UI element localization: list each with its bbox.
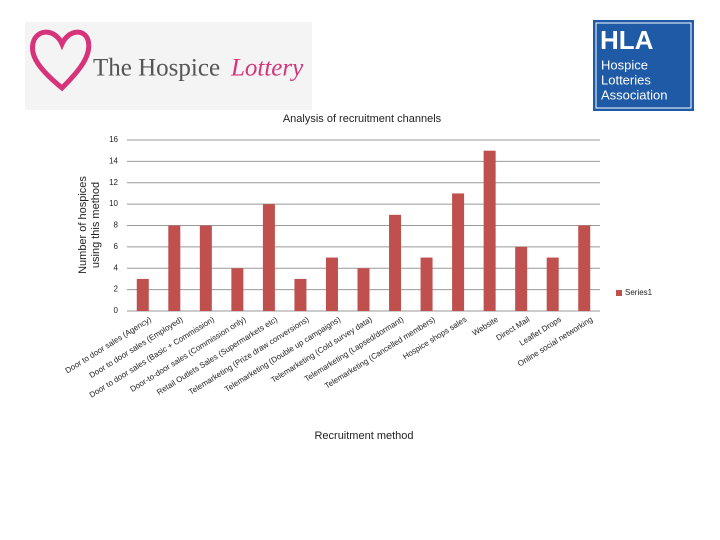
bar — [357, 268, 370, 311]
bar — [199, 225, 212, 311]
bar — [136, 278, 149, 311]
bar — [325, 257, 338, 311]
x-axis-label: Recruitment method — [314, 430, 413, 442]
y-tick-label: 10 — [109, 199, 118, 208]
y-tick-label: 14 — [109, 156, 118, 165]
logo-name: Hospice — [601, 57, 648, 72]
y-tick-label: 2 — [114, 285, 119, 294]
legend-label: Series1 — [625, 288, 653, 297]
bar — [452, 193, 465, 311]
bar — [420, 257, 433, 311]
y-tick-label: 4 — [114, 263, 119, 272]
bar — [546, 257, 559, 311]
bar — [483, 150, 496, 311]
logo-text-accent: Lottery — [230, 55, 304, 82]
y-tick-label: 0 — [114, 306, 119, 315]
logo-name: Association — [601, 87, 667, 102]
legend-swatch — [616, 290, 622, 296]
chart-title: Analysis of recruitment channels — [283, 113, 442, 125]
y-axis-label: Number of hospices — [77, 176, 89, 274]
logo-abbr: HLA — [600, 25, 654, 55]
bar — [168, 225, 181, 311]
heart-logo — [30, 29, 92, 92]
right-logo-bg — [593, 20, 694, 111]
left-logo-bg — [25, 22, 312, 110]
logo-name: Lotteries — [601, 72, 651, 87]
y-tick-label: 6 — [114, 242, 119, 251]
y-tick-label: 12 — [109, 178, 118, 187]
bar — [515, 246, 528, 311]
logo-text: The Hospice — [93, 55, 220, 82]
bar — [262, 204, 275, 311]
y-tick-label: 8 — [114, 221, 119, 230]
right-logo-frame — [595, 22, 692, 109]
bar — [578, 225, 591, 311]
y-tick-label: 16 — [109, 135, 118, 144]
y-axis-label: using this method — [90, 182, 102, 268]
bar — [294, 278, 307, 311]
bar — [231, 268, 244, 311]
bar — [389, 214, 402, 311]
